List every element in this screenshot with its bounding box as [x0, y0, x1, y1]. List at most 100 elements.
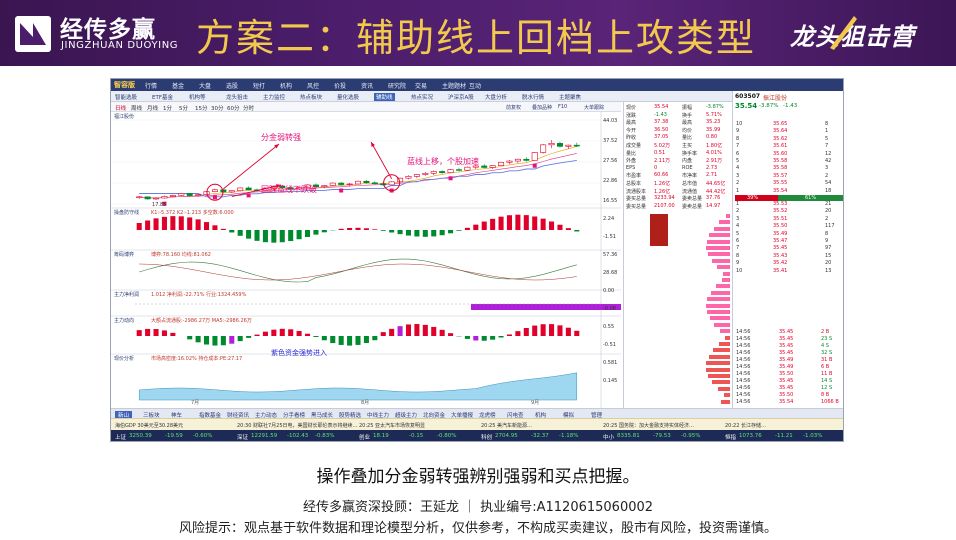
menu-item[interactable]: 行情: [145, 83, 158, 90]
period-tab[interactable]: 30分: [211, 106, 224, 112]
menu-item[interactable]: 互动: [469, 83, 482, 90]
order-level: 8: [736, 252, 740, 259]
order-price: 35.55: [773, 180, 788, 187]
bottom-tab[interactable]: 指数基金: [199, 413, 222, 419]
histogram-bar: [170, 216, 176, 230]
toolbar-item[interactable]: 量化选股: [337, 95, 360, 101]
toolbar-item[interactable]: 热点实况: [411, 95, 434, 101]
news-item[interactable]: 20:25 美汽车新能源…: [481, 423, 532, 429]
bottom-tab[interactable]: 新山: [115, 411, 133, 419]
toolbar-item[interactable]: 沪深京A股: [448, 95, 474, 101]
chart-tool-button[interactable]: F10: [558, 104, 568, 110]
order-level: 6: [736, 238, 740, 244]
menu-item[interactable]: 选股: [226, 83, 239, 90]
annotation-strong: 分金弱转强: [261, 133, 301, 142]
toolbar-item[interactable]: 脱水行情: [522, 95, 545, 101]
index-pct: -0.80%: [437, 433, 457, 439]
bottom-tab[interactable]: 龙虎榜: [479, 413, 496, 419]
candle-body: [363, 180, 370, 184]
area-fill: [138, 372, 578, 401]
pane-name: 主力净利润: [114, 292, 140, 298]
bottom-tab[interactable]: 北向资金: [423, 413, 446, 419]
chart-tool-button[interactable]: 前复权: [506, 105, 522, 111]
histogram-bar: [355, 227, 361, 230]
capital-flow-bar: [195, 336, 201, 343]
index-name[interactable]: 中小: [603, 435, 615, 441]
news-item[interactable]: 20:22 长江存储…: [725, 423, 766, 429]
toolbar-item[interactable]: 龙头狙击: [226, 95, 249, 101]
quote-row: 市盈率 60.66 市净率 2.71: [626, 172, 730, 179]
candle-body: [413, 174, 420, 177]
quote-label: 流通值: [682, 188, 698, 195]
bottom-tab[interactable]: 闪电查: [507, 413, 524, 419]
bottom-tab[interactable]: 股势精选: [339, 413, 362, 419]
chart-tool-button[interactable]: 叠加品种: [532, 105, 553, 111]
bottom-tab[interactable]: 财经资讯: [227, 413, 250, 419]
price-tick: 37.52: [603, 138, 618, 144]
menu-item[interactable]: 资讯: [361, 83, 374, 90]
menu-item[interactable]: 基金: [172, 83, 185, 90]
toolbar-item[interactable]: 主题聚焦: [559, 95, 582, 101]
period-tab[interactable]: 周线: [131, 106, 143, 112]
toolbar-item[interactable]: 智能选股: [115, 95, 138, 101]
bottom-tab[interactable]: 中线主力: [367, 413, 390, 419]
quote-label: 最高: [682, 120, 693, 127]
bottom-tab[interactable]: 黑马成长: [311, 413, 334, 419]
quote-value: 36.50: [654, 126, 669, 133]
order-level: 7: [736, 245, 740, 252]
news-item[interactable]: 海伯GDP 30美元至30.28美元: [115, 423, 184, 429]
index-value: 18.19: [373, 433, 389, 439]
period-tab[interactable]: 60分: [227, 106, 240, 112]
bottom-tab[interactable]: 主力动态: [255, 413, 278, 419]
toolbar-item[interactable]: ETF基金: [152, 95, 173, 101]
period-tab[interactable]: 15分: [195, 106, 208, 112]
period-tab[interactable]: 1分: [163, 106, 172, 112]
menu-item[interactable]: 短打: [253, 83, 266, 90]
menu-item[interactable]: 主题题材: [442, 83, 467, 90]
histogram-bar: [574, 230, 580, 232]
quote-row: EPS 0 ROE 2.73: [626, 165, 730, 172]
toolbar-item[interactable]: 热点板块: [300, 95, 323, 101]
bottom-tab[interactable]: 三板块: [143, 413, 160, 419]
menu-item[interactable]: 研究院: [388, 83, 407, 90]
menu-item[interactable]: 大盘: [199, 83, 212, 90]
news-item[interactable]: 20:25 亚太汽车市场恢复明显: [359, 423, 425, 429]
bottom-tab[interactable]: 超级主力: [395, 413, 418, 419]
toolbar-item[interactable]: 大盘分析: [485, 95, 508, 101]
news-item[interactable]: 20:30 财联社7月25日电，美国财长耶伦表示将继续…: [237, 423, 358, 429]
order-level: 1: [736, 201, 740, 207]
bottom-tab[interactable]: 分手看榜: [283, 413, 306, 419]
candle-body: [556, 143, 563, 147]
index-name[interactable]: 深证: [237, 435, 249, 441]
index-name[interactable]: 上证: [115, 435, 127, 441]
candle-body: [388, 181, 395, 186]
bottom-tab[interactable]: 模拟: [563, 413, 575, 419]
menu-item[interactable]: 风控: [307, 83, 320, 90]
menu-item[interactable]: 机构: [280, 83, 293, 90]
index-name[interactable]: 科创: [481, 435, 493, 441]
toolbar-item[interactable]: 主力监控: [263, 95, 286, 101]
period-tab[interactable]: 分时: [243, 106, 255, 112]
candle-body: [548, 143, 555, 146]
index-name[interactable]: 恒指: [725, 435, 737, 441]
menu-item[interactable]: 交易: [415, 83, 428, 90]
histogram-bar: [153, 218, 159, 230]
kline-chart[interactable]: [111, 112, 621, 408]
index-change: -0.15: [409, 433, 424, 439]
period-tab[interactable]: 5分: [179, 106, 188, 112]
chip-bar: [707, 252, 730, 257]
bottom-tab[interactable]: 神车: [171, 413, 183, 419]
toolbar-item[interactable]: 辅助线: [374, 93, 395, 101]
menu-item[interactable]: 价投: [334, 83, 347, 90]
period-tab[interactable]: 日线: [115, 106, 127, 112]
toolbar-item[interactable]: 机构等: [189, 95, 206, 101]
period-tab[interactable]: 月线: [147, 106, 159, 112]
index-name[interactable]: 创业: [359, 435, 371, 441]
candle-body: [531, 152, 538, 161]
kline-chart-area[interactable]: 福江股份 44.03 37.52 27.56 22.86 16.55 17.85 7月 8月 9月…: [111, 112, 621, 408]
bottom-tab[interactable]: 管理: [591, 413, 603, 419]
chart-tool-button[interactable]: 大单跟踪: [584, 105, 605, 111]
bottom-tab[interactable]: 大单播报: [451, 413, 474, 419]
bottom-tab[interactable]: 机构: [535, 413, 547, 419]
news-item[interactable]: 20:25 国务院：加大金融支持实体经济…: [603, 423, 695, 429]
